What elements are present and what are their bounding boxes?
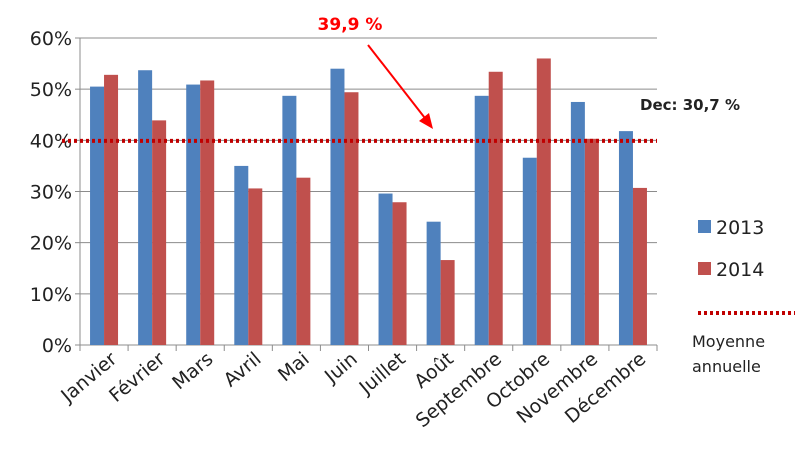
legend-swatch-2014	[698, 262, 711, 275]
x-tick-label: Juillet	[355, 348, 410, 399]
bar-2013-décembre	[618, 131, 633, 345]
bar-2014-novembre	[584, 138, 599, 345]
legend-label-2013: 2013	[716, 217, 764, 239]
y-tick-label: 20%	[30, 233, 72, 255]
bar-2014-juin	[344, 92, 359, 345]
y-tick-label: 40%	[30, 130, 72, 152]
bar-2014-janvier	[104, 74, 119, 345]
bar-2013-septembre	[474, 95, 489, 346]
bar-2013-juin	[330, 68, 345, 345]
legend-label-average-line1: Moyenne	[692, 332, 765, 351]
bar-2014-mars	[200, 80, 215, 346]
average-arrow-line	[367, 44, 429, 123]
x-tick-label: Mai	[274, 348, 314, 386]
y-tick-label: 60%	[30, 28, 72, 50]
average-arrow-head	[419, 113, 433, 129]
legend: 2013 2014 Moyenne annuelle	[692, 217, 795, 376]
bar-2013-novembre	[570, 101, 585, 345]
gridlines	[80, 37, 657, 295]
bar-2013-janvier	[90, 86, 105, 345]
bar-2013-mai	[282, 95, 297, 346]
legend-label-2014: 2014	[716, 259, 764, 281]
bar-2013-mars	[186, 84, 201, 345]
bar-2014-février	[152, 120, 167, 346]
bar-2014-décembre	[632, 187, 647, 345]
y-tick-label: 50%	[30, 79, 72, 101]
bar-2014-septembre	[488, 71, 503, 346]
y-tick-label: 0%	[42, 335, 72, 357]
bar-2014-octobre	[536, 58, 551, 345]
bar-2014-avril	[248, 188, 263, 345]
bars	[90, 58, 647, 346]
x-tick-label: Février	[105, 348, 169, 407]
bar-2014-juillet	[392, 202, 407, 345]
bar-2014-août	[440, 260, 455, 345]
bar-2013-avril	[234, 165, 249, 345]
december-annotation: Dec: 30,7 %	[640, 96, 740, 114]
bar-2013-octobre	[522, 157, 537, 345]
bar-2013-août	[426, 221, 441, 345]
legend-swatch-2013	[698, 220, 711, 233]
bar-2013-février	[138, 70, 153, 346]
legend-label-average-line2: annuelle	[692, 357, 761, 376]
y-tick-label: 10%	[30, 284, 72, 306]
bar-2013-juillet	[378, 193, 393, 345]
x-tick-label: Avril	[220, 348, 266, 392]
bar-2014-mai	[296, 177, 311, 345]
y-tick-label: 30%	[30, 182, 72, 204]
x-tick-label: Mars	[168, 348, 217, 394]
average-annotation: 39,9 %	[318, 15, 383, 35]
